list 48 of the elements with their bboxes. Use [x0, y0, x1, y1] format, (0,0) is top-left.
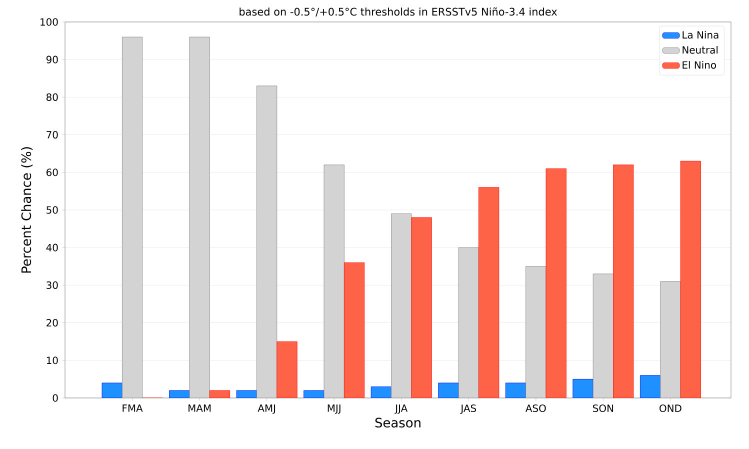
bar: [256, 86, 278, 398]
bar: [411, 217, 432, 398]
x-tick-label: JAS: [460, 404, 476, 414]
bar: [478, 187, 500, 398]
bar: [102, 382, 122, 398]
bar: [276, 341, 298, 398]
x-axis-title: Season: [375, 418, 420, 428]
legend-label: La Nina: [682, 30, 718, 39]
y-tick-label: 70: [46, 131, 58, 139]
y-axis-title: Percent Chance (%): [21, 147, 33, 273]
y-tick-label: 80: [46, 93, 58, 101]
x-tick-label: ASO: [526, 404, 546, 412]
x-tick-label: MJJ: [328, 404, 340, 414]
x-tick-label: SON: [593, 404, 614, 412]
legend-label: El Nino: [682, 61, 716, 69]
y-tick-label: 50: [46, 206, 58, 214]
y-tick-label: 90: [46, 56, 58, 64]
chart-title: based on -0.5°/+0.5°C thresholds in ERSSTv5 Niño-3.4 index: [240, 7, 558, 16]
bar: [526, 266, 546, 398]
x-tick-label: MAM: [188, 404, 211, 412]
y-tick-label: 0: [52, 394, 58, 402]
y-tick-label: 100: [40, 18, 58, 26]
y-tick-label: 40: [46, 244, 58, 252]
bar: [613, 164, 634, 398]
y-tick-label: 10: [46, 356, 58, 364]
x-tick-label: OND: [660, 404, 682, 412]
bar: [391, 214, 412, 398]
bar: [324, 164, 344, 398]
bar: [660, 281, 681, 398]
bar: [592, 274, 614, 398]
legend-label: Neutral: [682, 46, 718, 54]
bar: [189, 36, 210, 398]
x-tick-label: FMA: [122, 404, 143, 412]
bar: [546, 168, 566, 398]
x-tick-label: JJA: [394, 404, 408, 414]
bar: [122, 36, 143, 398]
bar: [640, 375, 661, 398]
x-tick-label: AMJ: [258, 404, 276, 414]
y-tick-label: 60: [46, 168, 58, 176]
bar: [680, 160, 701, 398]
bar: [438, 382, 459, 398]
bar: [458, 247, 479, 398]
bar: [572, 378, 594, 398]
bar: [344, 262, 365, 398]
bar: [371, 386, 392, 398]
y-tick-label: 30: [46, 281, 58, 289]
y-tick-label: 20: [46, 319, 58, 327]
bar: [505, 382, 526, 398]
